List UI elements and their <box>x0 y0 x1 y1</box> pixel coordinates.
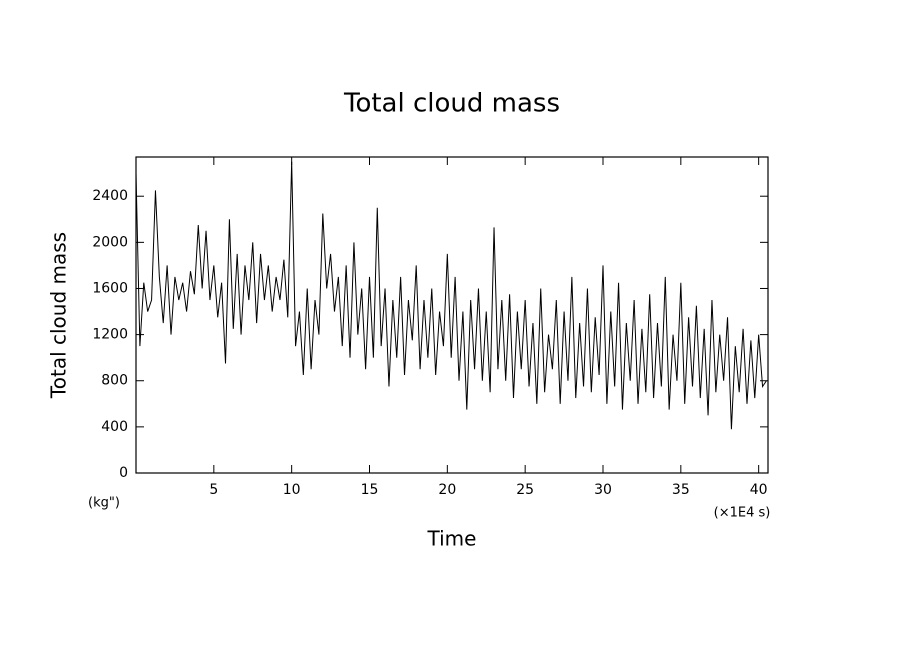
x-tick-label: 25 <box>516 482 534 498</box>
data-line <box>135 161 767 430</box>
chart-title: Total cloud mass <box>343 89 560 119</box>
y-tick-label: 0 <box>119 465 128 481</box>
x-axis-label: Time <box>427 527 477 551</box>
x-tick-label: 20 <box>438 482 456 498</box>
y-tick-label: 2000 <box>92 234 128 250</box>
x-tick-label: 5 <box>209 482 218 498</box>
x-tick-label: 30 <box>594 482 612 498</box>
y-axis-label: Total cloud mass <box>47 232 71 399</box>
y-tick-label: 2400 <box>92 188 128 204</box>
x-tick-label: 35 <box>672 482 690 498</box>
x-tick-label: 15 <box>361 482 379 498</box>
y-unit-label: (kg") <box>88 496 120 511</box>
x-tick-label: 40 <box>750 482 768 498</box>
x-unit-label: (×1E4 s) <box>714 506 771 521</box>
y-tick-label: 400 <box>101 419 128 435</box>
y-tick-label: 1600 <box>92 280 128 296</box>
x-tick-label: 10 <box>283 482 301 498</box>
y-tick-label: 1200 <box>92 327 128 343</box>
plot-frame <box>135 156 769 474</box>
y-tick-label: 800 <box>101 373 128 389</box>
